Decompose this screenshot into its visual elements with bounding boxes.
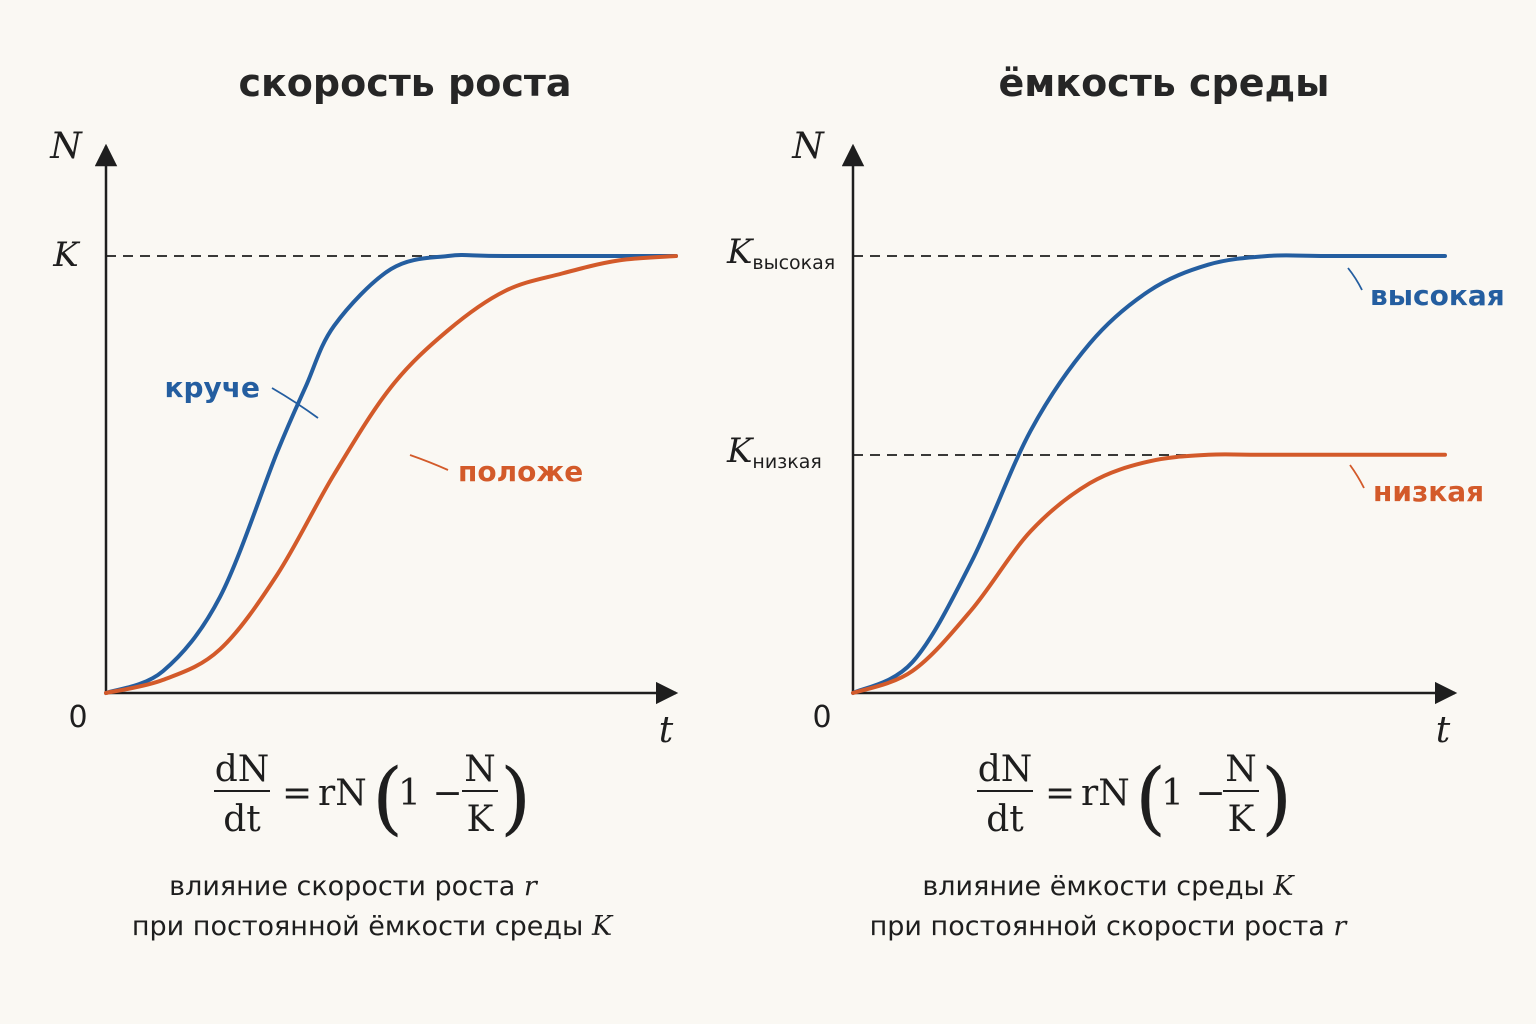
formula-rn: rN	[318, 773, 367, 814]
chart-title: ёмкость среды	[998, 61, 1329, 105]
formula-dt: dt	[986, 799, 1024, 840]
caption-line-2: при постоянной ёмкости среды K	[132, 911, 614, 942]
chart-carrying-capacity: ёмкость среды N t 0 Kвысокая Kнизкая выс…	[726, 61, 1505, 942]
formula-n: N	[464, 749, 496, 790]
caption-line-1: влияние скорости роста r	[169, 871, 539, 902]
series-label-low: низкая	[1373, 475, 1484, 508]
x-axis-label: t	[1436, 710, 1451, 751]
series-label-steeper: круче	[164, 371, 260, 404]
formula-dn: dN	[978, 749, 1033, 790]
formula-n: N	[1225, 749, 1257, 790]
chart-title: скорость роста	[238, 61, 571, 105]
logistic-formula: dN dt = rN ( 1 − N K )	[214, 749, 531, 844]
formula-k: K	[467, 799, 495, 840]
series-label-high: высокая	[1370, 279, 1505, 312]
formula-open-paren: (	[372, 751, 403, 844]
formula-rn: rN	[1081, 773, 1130, 814]
formula-close-paren: )	[500, 751, 531, 844]
series-line-gentler	[104, 254, 678, 695]
leader-line-gentler	[409, 454, 449, 471]
leader-line-steeper	[271, 387, 319, 419]
k-label: K	[52, 235, 81, 275]
formula-dn: dN	[215, 749, 270, 790]
y-axis-label: N	[791, 126, 825, 167]
leader-line-low	[1349, 464, 1365, 489]
series-line-high	[851, 253, 1447, 695]
formula-equals: =	[282, 773, 312, 814]
y-axis-label: N	[49, 126, 83, 167]
series-label-gentler: положе	[458, 455, 583, 488]
formula-one-minus: 1 −	[1161, 773, 1226, 814]
k-low-label: Kнизкая	[726, 431, 822, 473]
caption-line-1: влияние ёмкости среды K	[922, 871, 1295, 902]
formula-k: K	[1228, 799, 1256, 840]
x-axis-label: t	[659, 710, 674, 751]
chart-growth-rate: скорость роста N t 0 K круче положе dN d…	[49, 61, 679, 942]
series-line-steeper	[104, 253, 678, 695]
series-line-low	[851, 452, 1447, 695]
formula-equals: =	[1045, 773, 1075, 814]
origin-label: 0	[68, 700, 87, 735]
k-high-label: Kвысокая	[726, 232, 835, 274]
leader-line-high	[1347, 267, 1363, 291]
origin-label: 0	[812, 700, 831, 735]
formula-one-minus: 1 −	[398, 773, 463, 814]
formula-open-paren: (	[1135, 751, 1166, 844]
logistic-formula: dN dt = rN ( 1 − N K )	[977, 749, 1292, 844]
caption-line-2: при постоянной скорости роста r	[870, 911, 1349, 942]
formula-dt: dt	[223, 799, 261, 840]
formula-close-paren: )	[1261, 751, 1292, 844]
